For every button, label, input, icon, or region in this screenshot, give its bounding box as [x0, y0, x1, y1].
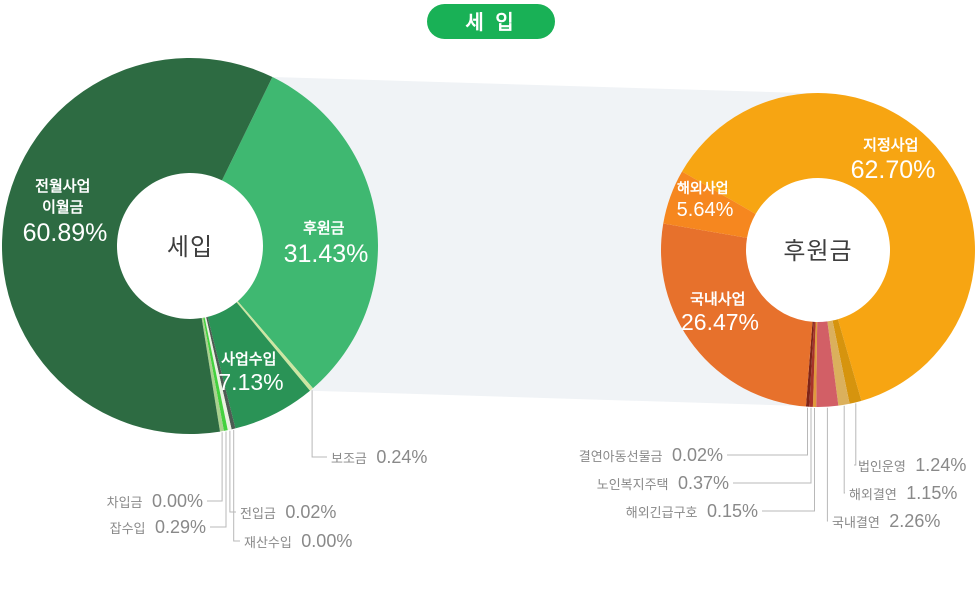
donut-slice-0-5	[203, 317, 228, 431]
leader-line	[233, 429, 240, 542]
outside-label-borrowing: 차입금 0.00%	[107, 491, 203, 511]
leader-lines-layer	[207, 390, 857, 542]
donut-slice-0-2	[207, 302, 310, 429]
outside-label-corporate-operation: 법인운영 1.24%	[858, 455, 966, 475]
inside-label-carryover: 전월사업 이월금 60.89%	[23, 178, 108, 247]
outside-label-overseas-sponsorship: 해외결연 1.15%	[849, 483, 957, 503]
center-label-revenue: 세입	[167, 234, 213, 261]
donut-slice-1-3	[816, 321, 839, 408]
title-pill	[427, 4, 555, 39]
inside-label-overseas-business: 해외사업 5.64%	[677, 180, 734, 221]
donut-slice-1-0	[682, 93, 975, 401]
inside-label-donation: 후원금 31.43%	[284, 220, 369, 268]
donut-slice-0-4	[204, 317, 232, 431]
leader-line	[733, 407, 812, 484]
outside-label-transfer-income: 전입금 0.02%	[240, 502, 336, 522]
donut-slice-0-0	[222, 77, 378, 389]
donut-slice-1-2	[827, 320, 850, 406]
center-label-donation: 후원금	[783, 238, 852, 265]
outside-label-property-income: 재산수입 0.00%	[244, 531, 352, 551]
outside-label-senior-housing: 노인복지주택 0.37%	[597, 473, 729, 493]
leader-line	[311, 390, 327, 458]
leader-line	[207, 432, 223, 502]
donut-revenue	[1, 58, 378, 435]
donut-slice-0-6	[201, 317, 224, 432]
donut-slice-0-1	[236, 301, 313, 391]
donut-slice-1-6	[805, 321, 814, 407]
donut-donation	[660, 93, 975, 408]
outside-label-subsidy: 보조금 0.24%	[331, 447, 427, 467]
leader-line	[210, 431, 227, 528]
leader-line	[727, 407, 808, 456]
outside-label-child-gift-fund: 결연아동선물금 0.02%	[579, 445, 723, 465]
outside-label-misc-income: 잡수입 0.29%	[110, 517, 206, 537]
outside-label-overseas-relief: 해외긴급구호 0.15%	[626, 501, 758, 521]
donut-slice-1-7	[660, 223, 813, 407]
inside-label-business-income: 사업수입 7.13%	[218, 351, 283, 395]
leader-line	[843, 405, 845, 494]
donut-slice-0-3	[206, 316, 236, 430]
leader-line	[229, 430, 236, 513]
leader-line	[762, 408, 815, 512]
donut-slice-0-7	[1, 58, 273, 435]
outside-label-domestic-sponsorship: 국내결연 2.26%	[832, 511, 940, 531]
chart-title: 세 입	[465, 11, 516, 34]
inside-label-designated-business: 지정사업 62.70%	[851, 136, 936, 184]
donut-slice-1-1	[832, 319, 862, 404]
inside-label-domestic-business: 국내사업 26.47%	[681, 291, 759, 335]
chart-title-badge: 세 입	[427, 4, 555, 39]
leader-line	[826, 407, 828, 522]
leader-line	[854, 403, 857, 466]
donut-slice-1-5	[809, 321, 816, 407]
donut-slice-1-8	[663, 171, 756, 238]
donut-slice-1-4	[812, 321, 818, 407]
